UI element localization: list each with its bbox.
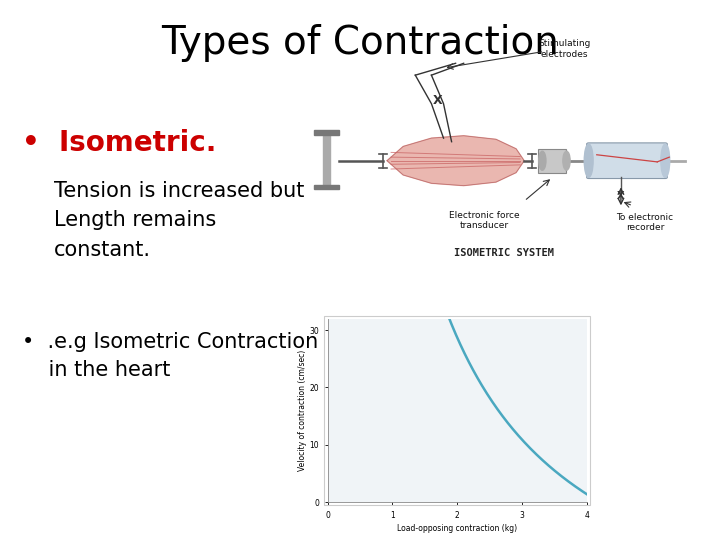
- Text: X: X: [617, 191, 625, 201]
- Text: Types of Contraction: Types of Contraction: [161, 24, 559, 62]
- X-axis label: Load-opposing contraction (kg): Load-opposing contraction (kg): [397, 524, 517, 532]
- FancyBboxPatch shape: [587, 143, 667, 179]
- Bar: [323, 134, 330, 187]
- Bar: [315, 185, 338, 189]
- Bar: [315, 130, 338, 134]
- FancyBboxPatch shape: [539, 149, 567, 173]
- Text: •  .e.g Isometric Contraction
    in the heart: • .e.g Isometric Contraction in the hear…: [22, 332, 318, 380]
- Text: Stimulating
electrodes: Stimulating electrodes: [539, 39, 590, 59]
- Ellipse shape: [661, 144, 670, 177]
- Y-axis label: Velocity of contraction (cm/sec): Velocity of contraction (cm/sec): [298, 350, 307, 471]
- Ellipse shape: [539, 151, 546, 170]
- Text: Tension is increased but
Length remains
constant.: Tension is increased but Length remains …: [54, 181, 305, 260]
- Text: ISOMETRIC SYSTEM: ISOMETRIC SYSTEM: [454, 248, 554, 258]
- Text: •  Isometric.: • Isometric.: [22, 129, 216, 157]
- Text: Electronic force
transducer: Electronic force transducer: [449, 211, 519, 230]
- Ellipse shape: [584, 144, 593, 177]
- Text: To electronic
recorder: To electronic recorder: [616, 213, 674, 232]
- Text: X: X: [433, 93, 442, 106]
- Polygon shape: [387, 136, 524, 186]
- Ellipse shape: [563, 151, 570, 170]
